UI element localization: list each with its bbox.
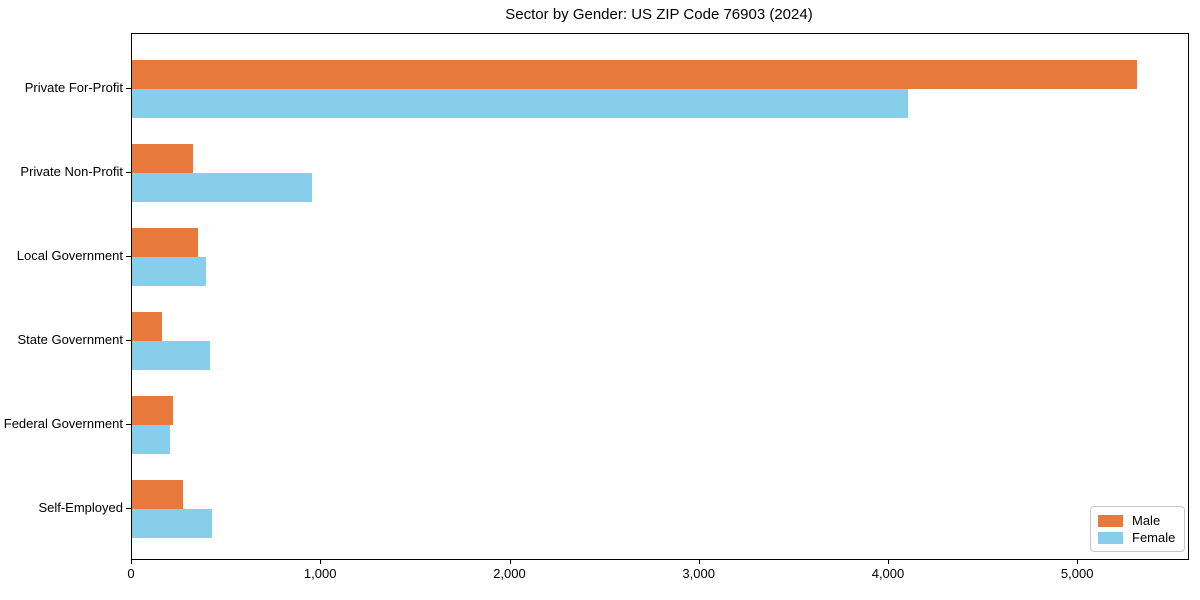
bar-female-2: [132, 173, 312, 202]
legend-swatch-male-icon: [1098, 514, 1123, 527]
y-tick: [126, 88, 131, 89]
bars-layer: [132, 34, 1188, 559]
legend-label-female: Female: [1132, 530, 1176, 545]
x-tick: [509, 559, 511, 564]
y-axis-label: Local Government: [16, 248, 123, 263]
x-tick-label: 1,000: [303, 566, 337, 581]
x-tick: [131, 559, 132, 564]
bar-female-3: [132, 257, 206, 286]
y-tick: [126, 340, 131, 341]
legend-swatch-female-icon: [1098, 531, 1123, 544]
y-tick: [126, 172, 131, 173]
legend-label-male: Male: [1132, 513, 1161, 528]
x-tick: [1077, 559, 1079, 564]
y-axis-label: Private Non-Profit: [20, 164, 123, 179]
x-tick-label: 0: [127, 566, 135, 581]
x-tick: [698, 559, 700, 564]
x-tick: [888, 559, 889, 564]
bar-female-6: [132, 509, 213, 538]
y-tick: [126, 508, 131, 509]
legend: Male Female: [1090, 506, 1185, 552]
y-tick: [126, 424, 131, 425]
y-axis-label: Self-Employed: [38, 500, 123, 515]
bar-male-4: [132, 312, 163, 341]
bar-female-1: [132, 89, 908, 118]
bar-male-3: [132, 228, 199, 257]
x-tick-label: 2,000: [493, 566, 526, 581]
plot-area: [131, 33, 1189, 560]
bar-male-5: [132, 396, 173, 425]
x-tick-label: 4,000: [871, 566, 905, 581]
y-tick: [126, 256, 131, 257]
legend-item-female: Female: [1098, 530, 1177, 545]
y-axis-label: Private For-Profit: [24, 80, 123, 95]
legend-item-male: Male: [1098, 513, 1177, 528]
bar-male-6: [132, 480, 184, 509]
y-axis-label: State Government: [17, 332, 124, 347]
x-tick-label: 3,000: [682, 566, 715, 581]
bar-female-5: [132, 425, 170, 454]
x-tick: [320, 559, 322, 564]
x-tick-label: 5,000: [1060, 566, 1094, 581]
chart-title: Sector by Gender: US ZIP Code 76903 (202…: [505, 6, 813, 23]
bar-male-1: [132, 60, 1137, 89]
bar-female-4: [132, 341, 210, 370]
y-axis-label: Federal Government: [3, 416, 123, 431]
bar-male-2: [132, 144, 193, 173]
